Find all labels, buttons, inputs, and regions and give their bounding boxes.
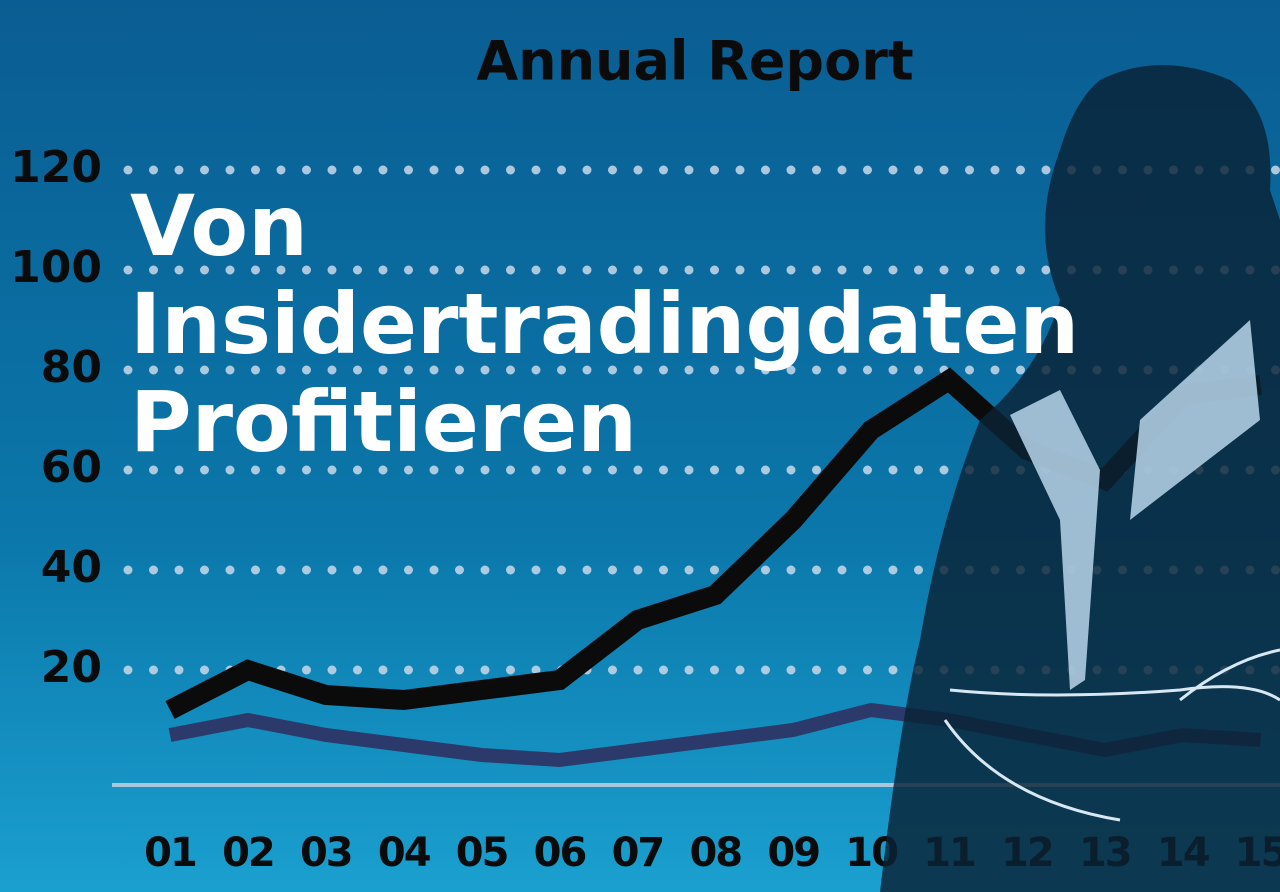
x-tick-label: 04 <box>378 830 430 876</box>
shirt-collar <box>1010 320 1260 690</box>
x-tick-label: 06 <box>534 830 586 876</box>
y-tick-label: 80 <box>41 342 102 393</box>
arm-outline <box>943 648 1280 822</box>
y-tick-label: 60 <box>41 442 102 493</box>
headline-line: Insidertradingdaten <box>130 275 1079 373</box>
chart-title: Annual Report <box>476 30 913 93</box>
x-tick-label: 08 <box>689 830 741 876</box>
y-tick-label: 40 <box>41 542 102 593</box>
x-tick-label: 03 <box>300 830 352 876</box>
y-tick-label: 100 <box>10 242 102 293</box>
x-tick-label: 09 <box>767 830 819 876</box>
y-tick-label: 20 <box>41 642 102 693</box>
x-tick-label: 07 <box>612 830 664 876</box>
x-tick-label: 05 <box>456 830 508 876</box>
y-tick-label: 120 <box>10 142 102 193</box>
x-tick-label: 02 <box>222 830 274 876</box>
headline-line: Profitieren <box>130 373 637 471</box>
headline-line: Von <box>130 177 308 275</box>
x-tick-label: 01 <box>144 830 196 876</box>
